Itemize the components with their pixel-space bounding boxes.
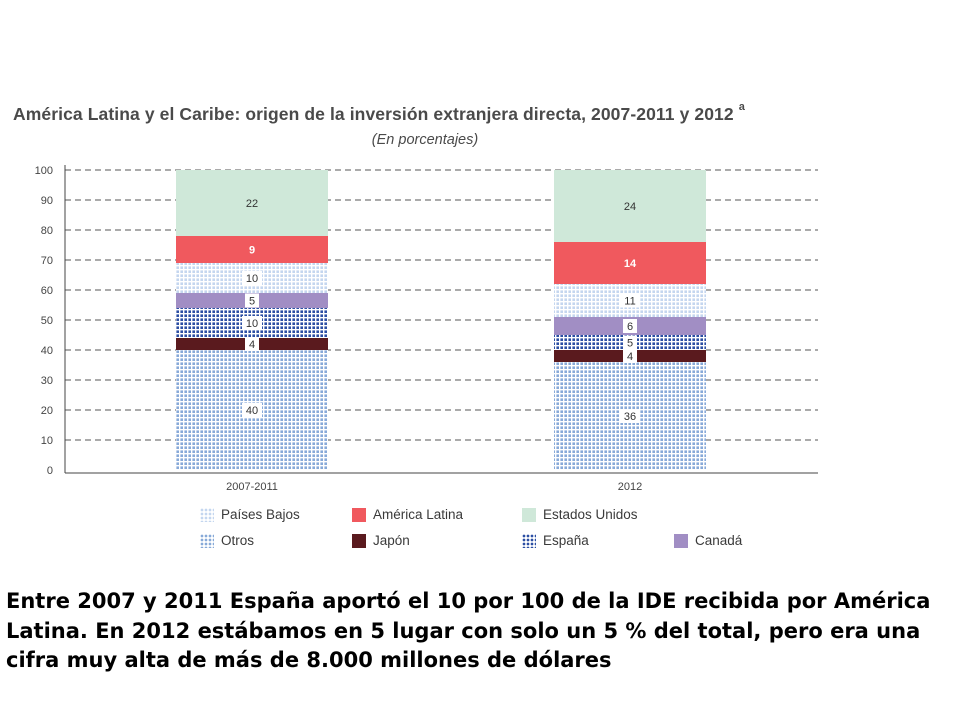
data-label-bg [623, 349, 637, 363]
legend-label: América Latina [373, 507, 464, 522]
stacked-bar-chart: 0 10 20 30 40 50 60 70 80 90 100 40 4 10 5 10 9 22 2007-20… [35, 165, 818, 493]
y-tick-label: 100 [35, 165, 53, 177]
y-tick-label: 90 [41, 195, 53, 207]
legend-swatch [200, 533, 214, 548]
legend-item-estados-unidos: Estados Unidos [522, 507, 638, 522]
legend-swatch [522, 507, 536, 522]
x-tick-label: 2012 [618, 481, 642, 493]
data-label-paises-bajos-2007-2011: 10 [246, 273, 258, 285]
data-label-espana-2012: 5 [627, 338, 633, 350]
y-tick-label: 20 [41, 405, 53, 417]
data-label-bg [242, 403, 262, 417]
bar-segment-america-latina-2012 [554, 242, 706, 284]
data-label-espana-2007-2011: 10 [246, 318, 258, 330]
chart-title-text: América Latina y el Caribe: origen de la… [13, 104, 734, 124]
data-label-bg [245, 337, 259, 351]
legend-label: Otros [221, 533, 255, 548]
legend-label: Países Bajos [221, 507, 300, 522]
legend-swatch [522, 533, 536, 548]
bar-segment-estados-unidos-2012 [554, 170, 706, 242]
chart-legend: Países Bajos América Latina Estados Unidos… [200, 507, 742, 555]
legend-item-paises-bajos: Países Bajos [200, 507, 300, 522]
data-label-estados-unidos-2007-2011: 22 [246, 198, 258, 210]
legend-label: Canadá [695, 533, 743, 548]
data-label-estados-unidos-2012: 24 [624, 201, 636, 213]
legend-swatch [352, 533, 366, 548]
chart-title: América Latina y el Caribe: origen de la… [13, 101, 853, 125]
legend-item-espana: España [522, 533, 589, 548]
legend-item-canada: Canadá [674, 533, 742, 548]
legend-label: Estados Unidos [543, 507, 638, 522]
data-label-otros-2007-2011: 40 [246, 405, 258, 417]
legend-swatch [352, 507, 366, 522]
caption-text: Entre 2007 y 2011 España aportó el 10 po… [6, 589, 931, 672]
data-label-america-latina-2007-2011: 9 [249, 245, 255, 257]
y-tick-label: 60 [41, 285, 53, 297]
data-label-canada-2007-2011: 5 [249, 296, 255, 308]
y-tick-label: 70 [41, 255, 53, 267]
legend-label: España [543, 533, 589, 548]
y-tick-label: 10 [41, 435, 53, 447]
bar-segment-estados-unidos-2007-2011 [176, 170, 328, 236]
data-label-bg [242, 316, 262, 330]
y-tick-label: 30 [41, 375, 53, 387]
data-label-bg [623, 319, 637, 333]
y-tick-label: 50 [41, 315, 53, 327]
data-label-paises-bajos-2012: 11 [624, 296, 635, 308]
y-tick-label: 0 [47, 465, 53, 477]
legend-label: Japón [373, 533, 410, 548]
data-label-america-latina-2012: 14 [624, 258, 637, 270]
data-label-bg [245, 293, 259, 308]
data-label-bg [623, 335, 637, 350]
data-label-bg [620, 409, 640, 423]
data-label-bg [620, 293, 640, 308]
legend-item-america-latina: América Latina [352, 507, 463, 522]
legend-swatch [674, 533, 688, 548]
y-tick-label: 40 [41, 345, 53, 357]
legend-item-otros: Otros [200, 533, 254, 548]
data-label-japon-2012: 4 [627, 351, 633, 363]
bar-segment-america-latina-2007-2011 [176, 236, 328, 263]
data-label-japon-2007-2011: 4 [249, 339, 255, 351]
x-tick-label: 2007-2011 [226, 481, 278, 493]
legend-swatch [200, 507, 214, 522]
data-label-canada-2012: 6 [627, 321, 633, 333]
chart-subtitle: (En porcentajes) [371, 132, 479, 148]
y-tick-label: 80 [41, 225, 53, 237]
data-label-otros-2012: 36 [624, 411, 636, 423]
data-label-bg [242, 271, 262, 285]
chart-title-footnote: a [738, 101, 745, 114]
legend-item-japon: Japón [352, 533, 410, 548]
